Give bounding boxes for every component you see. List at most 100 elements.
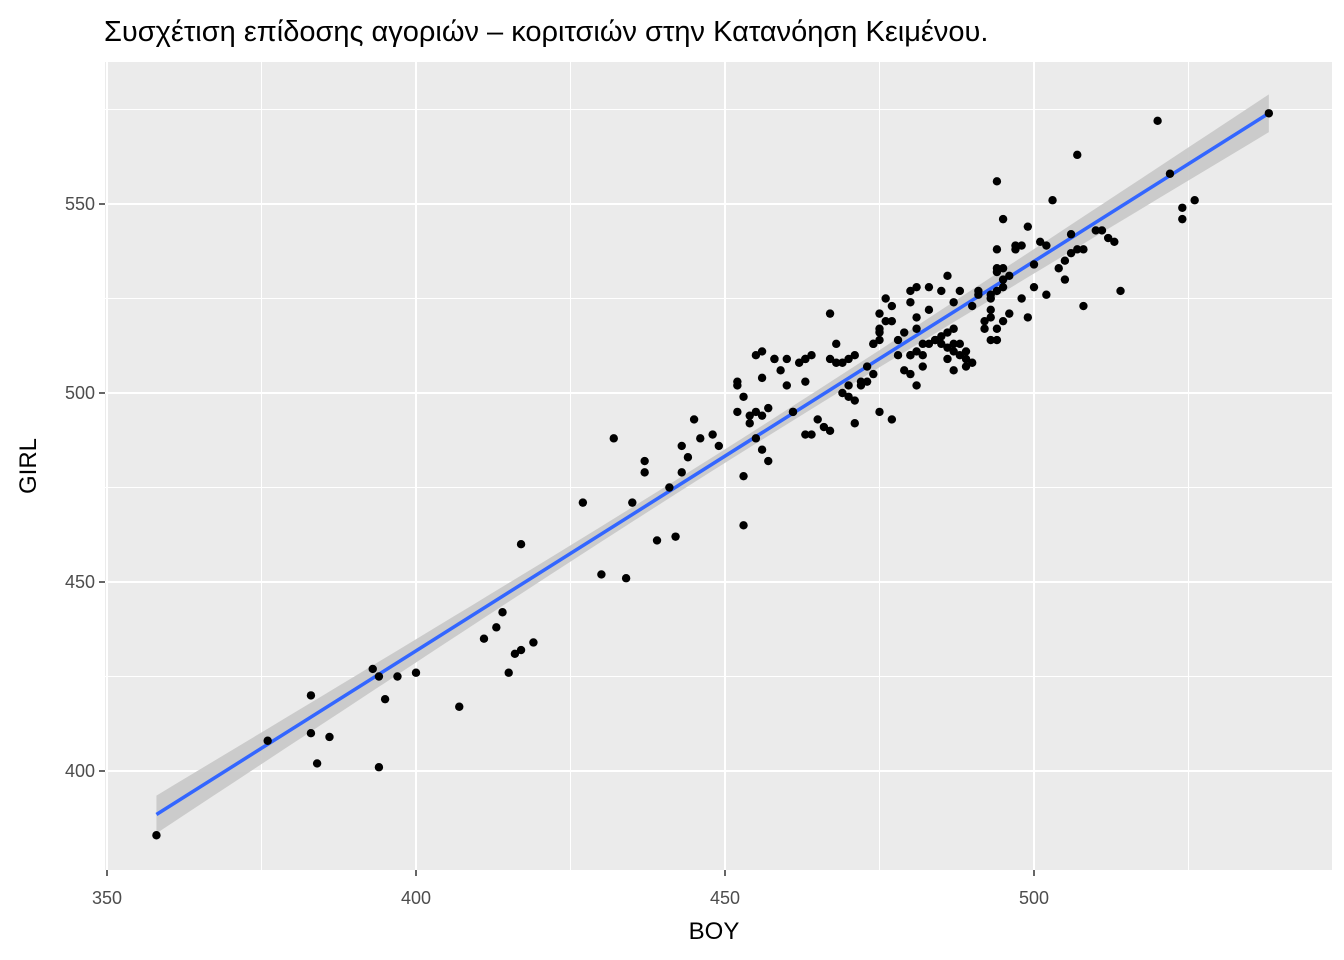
data-point <box>745 411 754 420</box>
data-point <box>1005 309 1014 318</box>
data-point <box>751 434 761 443</box>
data-point <box>968 358 977 367</box>
data-point <box>739 392 748 401</box>
data-point <box>1097 226 1107 235</box>
data-point <box>757 347 767 356</box>
data-point <box>739 471 748 481</box>
data-point <box>906 298 915 307</box>
data-point <box>844 354 853 364</box>
data-point <box>937 286 946 296</box>
data-point <box>788 407 798 417</box>
data-point <box>887 301 897 311</box>
data-point <box>801 354 810 364</box>
data-point <box>992 177 1002 186</box>
data-point <box>757 411 767 420</box>
data-point <box>455 702 464 711</box>
data-point <box>930 335 940 345</box>
data-point <box>696 434 705 443</box>
data-point <box>875 335 884 345</box>
data-point <box>770 354 779 364</box>
data-point <box>516 645 526 655</box>
y-axis-title: GIRL <box>15 438 42 494</box>
regression-line <box>155 111 1270 816</box>
data-point <box>1054 264 1063 273</box>
x-tick-label: 400 <box>401 888 431 908</box>
data-point <box>924 305 934 315</box>
data-point <box>325 732 334 742</box>
x-tick-label: 500 <box>1019 888 1049 908</box>
data-point <box>986 305 995 315</box>
data-point <box>1178 214 1187 224</box>
data-point <box>869 339 878 349</box>
data-point <box>918 351 927 360</box>
data-point <box>856 377 866 386</box>
data-point <box>943 343 952 352</box>
data-point <box>1103 233 1113 243</box>
data-point <box>411 668 421 677</box>
data-point <box>875 407 884 417</box>
data-point <box>739 521 748 530</box>
data-point <box>906 369 915 379</box>
data-point <box>306 691 316 700</box>
data-point <box>628 498 637 507</box>
data-point <box>1017 241 1026 250</box>
data-point <box>968 301 977 311</box>
data-point <box>912 347 921 356</box>
major-gridlines <box>105 62 1332 870</box>
data-point <box>1073 150 1082 160</box>
y-tick-label: 400 <box>65 761 95 781</box>
data-point <box>1042 290 1051 299</box>
data-point <box>510 649 520 659</box>
data-point <box>955 339 965 349</box>
data-point <box>1035 237 1045 246</box>
data-point <box>312 759 322 768</box>
minor-gridlines <box>105 62 1332 870</box>
data-point <box>961 354 971 364</box>
data-point <box>980 316 989 326</box>
data-point <box>900 366 909 375</box>
data-point <box>819 422 829 432</box>
data-point <box>757 373 767 383</box>
data-point <box>1116 286 1125 296</box>
data-point <box>943 271 952 281</box>
data-point <box>949 347 958 356</box>
data-point <box>1079 245 1088 254</box>
data-point <box>745 419 754 428</box>
data-point <box>1079 301 1088 311</box>
data-point <box>918 339 927 349</box>
data-point <box>825 309 835 318</box>
data-point <box>1073 245 1082 254</box>
data-point <box>912 282 921 292</box>
data-point <box>813 415 822 424</box>
data-point <box>844 381 853 390</box>
data-point <box>992 267 1002 277</box>
data-point <box>998 214 1008 224</box>
data-point <box>609 434 618 443</box>
data-point <box>825 426 835 435</box>
data-point <box>152 831 161 840</box>
data-point <box>992 245 1002 254</box>
data-point <box>374 763 384 772</box>
data-point <box>708 430 717 439</box>
data-point <box>516 540 526 549</box>
data-point <box>1005 271 1014 281</box>
data-point <box>1066 248 1076 258</box>
data-point <box>961 362 971 371</box>
data-point <box>949 339 958 349</box>
data-point <box>881 294 890 303</box>
data-point <box>992 286 1002 296</box>
data-point <box>751 407 761 417</box>
data-point <box>906 351 915 360</box>
data-point <box>1029 260 1039 269</box>
data-point <box>801 377 810 386</box>
data-point <box>906 286 915 296</box>
data-point <box>893 335 903 345</box>
data-point <box>1048 196 1057 205</box>
data-point <box>900 328 909 337</box>
data-point <box>832 358 841 367</box>
data-point <box>504 668 513 677</box>
data-point <box>918 362 927 371</box>
data-point <box>640 468 649 477</box>
data-point <box>1190 196 1199 205</box>
